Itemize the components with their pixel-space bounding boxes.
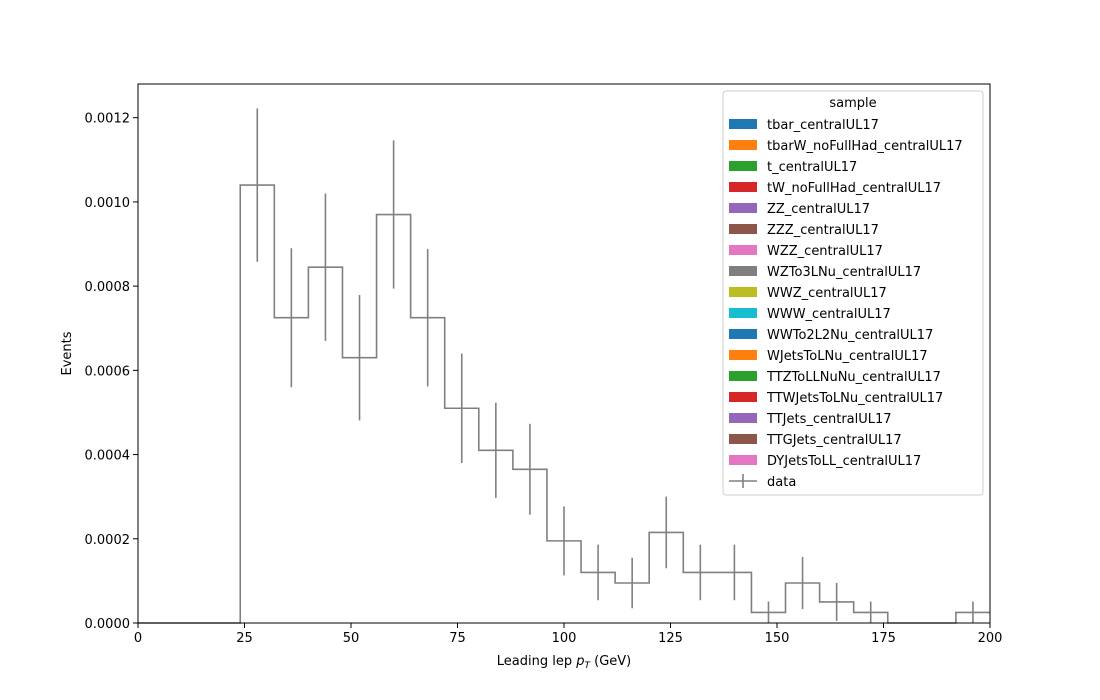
- legend: sample tbar_centralUL17 tbarW_noFullHad_c…: [722, 90, 984, 496]
- x-tick-label: 25: [236, 631, 253, 646]
- legend-swatch: [729, 455, 757, 465]
- y-tick-label: 0.0008: [85, 280, 131, 295]
- y-tick-label: 0.0006: [85, 364, 131, 379]
- legend-swatch: [729, 182, 757, 192]
- legend-label: tW_noFullHad_centralUL17: [767, 181, 941, 196]
- y-tick-label: 0.0002: [85, 533, 131, 548]
- legend-label: ZZ_centralUL17: [767, 202, 870, 217]
- legend-label: WWZ_centralUL17: [767, 286, 887, 301]
- legend-label: TTWJetsToLNu_centralUL17: [766, 391, 943, 406]
- x-tick-label: 100: [552, 631, 577, 646]
- legend-swatch: [729, 245, 757, 255]
- legend-swatch: [729, 287, 757, 297]
- legend-label: DYJetsToLL_centralUL17: [767, 454, 921, 469]
- x-tick-label: 200: [978, 631, 1003, 646]
- legend-label: TTZToLLNuNu_centralUL17: [766, 370, 941, 385]
- legend-swatch: [729, 266, 757, 276]
- legend-label: tbarW_noFullHad_centralUL17: [767, 139, 963, 154]
- legend-swatch: [729, 203, 757, 213]
- legend-label: t_centralUL17: [767, 160, 857, 175]
- series-layer: [138, 108, 990, 624]
- legend-label: TTJets_centralUL17: [766, 412, 892, 427]
- legend-label: tbar_centralUL17: [767, 118, 879, 133]
- legend-swatch: [729, 329, 757, 339]
- legend-label: WZZ_centralUL17: [767, 244, 883, 259]
- x-tick-label: 175: [871, 631, 896, 646]
- x-tick-label: 50: [343, 631, 360, 646]
- y-tick-label: 0.0000: [85, 617, 131, 632]
- legend-label: WWW_centralUL17: [767, 307, 891, 322]
- legend-swatch: [729, 140, 757, 150]
- legend-label: ZZZ_centralUL17: [767, 223, 879, 238]
- legend-title: sample: [829, 96, 876, 111]
- x-axis-label: Leading lep pT (GeV): [497, 654, 631, 671]
- legend-swatch: [729, 350, 757, 360]
- legend-swatch: [729, 371, 757, 381]
- y-axis-label: Events: [60, 331, 75, 375]
- x-tick-label: 0: [134, 631, 142, 646]
- x-tick-label: 150: [765, 631, 790, 646]
- legend-swatch: [729, 434, 757, 444]
- legend-label: WWTo2L2Nu_centralUL17: [767, 328, 933, 343]
- legend-label: data: [767, 475, 796, 490]
- legend-box: [722, 90, 984, 496]
- y-tick-label: 0.0010: [85, 196, 131, 211]
- legend-label: TTGJets_centralUL17: [766, 433, 902, 448]
- x-axis-label-main: Leading lep: [497, 654, 576, 669]
- x-axis: 0 25 50 75 100 125 150 175 200: [134, 623, 1003, 646]
- legend-swatch: [729, 224, 757, 234]
- legend-swatch: [729, 119, 757, 129]
- x-axis-label-sub: T: [584, 661, 591, 671]
- legend-entries: tbar_centralUL17 tbarW_noFullHad_centralU…: [729, 118, 963, 490]
- x-axis-label-unit: (GeV): [590, 654, 631, 669]
- legend-swatch: [729, 161, 757, 171]
- y-tick-label: 0.0004: [85, 449, 131, 464]
- legend-swatch: [729, 392, 757, 402]
- y-axis: 0.0000 0.0002 0.0004 0.0006 0.0008 0.0010 0.00…: [85, 112, 138, 632]
- x-tick-label: 75: [449, 631, 466, 646]
- y-tick-label: 0.0012: [85, 112, 131, 127]
- legend-swatch: [729, 413, 757, 423]
- legend-label: WZTo3LNu_centralUL17: [767, 265, 921, 280]
- legend-swatch: [729, 308, 757, 318]
- x-tick-label: 125: [658, 631, 683, 646]
- x-axis-label-p: p: [575, 654, 584, 669]
- legend-label: WJetsToLNu_centralUL17: [767, 349, 928, 364]
